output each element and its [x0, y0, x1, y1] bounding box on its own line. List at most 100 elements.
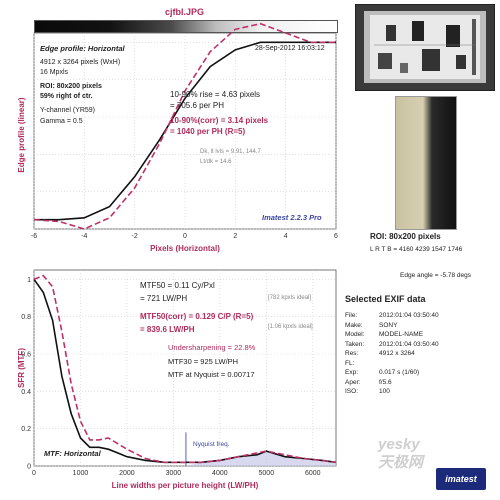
mtf-at-nyquist: MTF at Nyquist = 0.00717 — [168, 370, 255, 379]
exif-title: Selected EXIF data — [345, 294, 426, 304]
mtf-nyquist-label: Nyquist freq. — [193, 441, 230, 448]
exif-key: Aper: — [345, 378, 361, 386]
x-tick-label: 4 — [284, 233, 288, 240]
watermark-text: yesky 天极网 — [378, 436, 424, 471]
imatest-logo: imatest — [436, 468, 486, 490]
mtf-ticks: 0 1000 2000 3000 4000 5000 6000 0 0.2 0.4 0.6 0.8 1 — [21, 277, 320, 477]
exif-row: FL: — [345, 359, 495, 369]
x-tick-label: -6 — [31, 233, 37, 240]
exif-value: SONY — [379, 321, 398, 329]
edge-dk2: Lt/dk = 14.6 — [200, 159, 232, 165]
x-tick-label: 0 — [183, 233, 187, 240]
x-tick-label: 3000 — [166, 470, 182, 477]
exif-key: Taken: — [345, 340, 365, 348]
edge-roi: ROI: 80x200 pixels — [40, 83, 102, 90]
exif-value: 4912 x 3264 — [379, 350, 415, 357]
x-tick-label: 1000 — [73, 470, 89, 477]
exif-row: Model: MODEL-NAME — [345, 330, 495, 340]
mtf-series-corrected — [33, 274, 337, 464]
exif-row: Taken: 2012:01:04 03:50:40 — [345, 340, 495, 350]
x-tick-label: 2 — [233, 233, 237, 240]
mtf30: MTF30 = 925 LW/PH — [168, 357, 239, 366]
x-tick-label: 0 — [32, 470, 36, 477]
edge-xlabel: Pixels (Horizontal) — [150, 244, 220, 253]
mtf-ylabel: SFR (MTF) — [17, 348, 26, 388]
exif-value: f/5.6 — [379, 378, 392, 386]
mtf50-corr: MTF50(corr) = 0.129 C/P (R=5) — [140, 312, 254, 321]
exif-row: Aper: f/5.6 — [345, 378, 495, 388]
mtf-chart: 0 1000 2000 3000 4000 5000 600000.20.40.60.81 … — [17, 269, 337, 490]
exif-value: 100 — [379, 388, 390, 395]
edge-timestamp: 28-Sep-2012 16:03:12 — [255, 45, 325, 52]
y-tick-label: 1 — [27, 277, 31, 284]
edge-channel: Y-channel (YR59) — [40, 107, 95, 114]
edge-version: Imatest 2.2.3 Pro — [262, 213, 322, 222]
x-tick-label: 6 — [334, 233, 338, 240]
y-tick-label: 0.6 — [21, 352, 31, 359]
edge-grid — [33, 33, 337, 230]
exif-value: 2012:01:04 03:50:40 — [379, 340, 439, 348]
mtf-plot-area — [33, 269, 337, 467]
x-tick-label: 4000 — [212, 470, 228, 477]
mtf-xlabel: Line widths per picture height (LW/PH) — [112, 481, 259, 490]
exif-key: Model: — [345, 331, 365, 338]
y-tick-label: 0.8 — [21, 314, 31, 321]
exif-key: ISO: — [345, 388, 359, 395]
mtf-undersharpening: Undersharpening = 22.8% — [168, 343, 256, 352]
edge-pct-right: 59% right of ctr. — [40, 93, 93, 100]
exif-row: File: 2012:01:04 03:50:40 — [345, 311, 495, 321]
x-tick-label: 5000 — [259, 470, 275, 477]
test-chart-thumbnail[interactable] — [355, 4, 495, 91]
mtf-grid — [33, 270, 336, 467]
x-tick-label: 6000 — [305, 470, 321, 477]
exif-row: Exp: 0.017 s (1/60) — [345, 368, 495, 378]
mtf-panel-title: MTF: Horizontal — [44, 449, 101, 458]
y-tick-label: 0 — [27, 464, 31, 471]
mtf50-corr-ideal: [1.06 kpxls ideal] — [268, 324, 313, 330]
edge-series-measured — [34, 41, 336, 221]
edge-gradient-strip — [34, 20, 338, 33]
mtf50-lwph: = 721 LW/PH — [140, 294, 188, 303]
file-title: cjfbl.JPG — [165, 7, 205, 17]
edge-dk1: Dk, lt lvls = 9.91, 144.7 — [200, 149, 261, 155]
roi-title: ROI: 80x200 pixels — [370, 232, 441, 241]
edge-profile-chart: -6 -4 -2 0 2 4 6 Edge profile (linear) Pixels … — [17, 22, 338, 253]
edge-corr2: = 1040 per PH (R=5) — [170, 127, 246, 136]
exif-row: Res: 4912 x 3264 — [345, 349, 495, 359]
exif-value: 0.017 s (1/60) — [379, 369, 420, 376]
edge-ylabel: Edge profile (linear) — [17, 97, 26, 172]
exif-key: Make: — [345, 321, 363, 329]
edge-panel-title: Edge profile: Horizontal — [40, 44, 125, 53]
x-tick-label: -4 — [81, 233, 87, 240]
edge-dims: 4912 x 3264 pixels (WxH) — [40, 59, 121, 66]
x-tick-label: 2000 — [119, 470, 135, 477]
exif-key: FL: — [345, 359, 355, 367]
watermark-logo: yesky 天极网 — [378, 436, 438, 476]
mtf-area-fill — [185, 451, 336, 466]
edge-mpxls: 16 Mpxls — [40, 69, 69, 76]
mtf50-corr-lwph: = 839.6 LW/PH — [140, 325, 195, 334]
exif-value: 2012:01:04 03:50:40 — [379, 312, 439, 319]
exif-table: File: 2012:01:04 03:50:40 Make: SONY Model: M… — [345, 311, 495, 397]
edge-ticks: -6 -4 -2 0 2 4 6 — [31, 233, 338, 240]
exif-value: MODEL-NAME — [379, 331, 424, 338]
edge-rise1: 10-90% rise = 4.63 pixels — [170, 90, 261, 99]
roi-crop-image — [395, 96, 457, 230]
edge-plot-area — [33, 32, 337, 230]
edge-rise2: = 705.6 per PH — [170, 101, 225, 110]
exif-row: Make: SONY — [345, 321, 495, 331]
edge-series-corrected — [33, 22, 336, 230]
mtf50: MTF50 = 0.11 Cy/Pxl — [140, 281, 215, 290]
exif-key: Res: — [345, 350, 359, 357]
edge-angle: Edge angle = -5.78 degs — [400, 272, 472, 279]
x-tick-label: -2 — [132, 233, 138, 240]
exif-key: File: — [345, 312, 358, 319]
test-chart-image — [364, 11, 486, 83]
edge-gamma: Gamma = 0.5 — [40, 118, 83, 125]
mtf50-ideal: [782 kpxls ideal] — [268, 295, 312, 301]
edge-corr1: 10-90%(corr) = 3.14 pixels — [170, 116, 269, 125]
exif-row: ISO: 100 — [345, 387, 495, 397]
y-tick-label: 0.2 — [21, 426, 31, 433]
roi-ltrb: L R T B = 4160 4239 1547 1746 — [370, 246, 463, 253]
y-tick-label: 0.4 — [21, 389, 31, 396]
